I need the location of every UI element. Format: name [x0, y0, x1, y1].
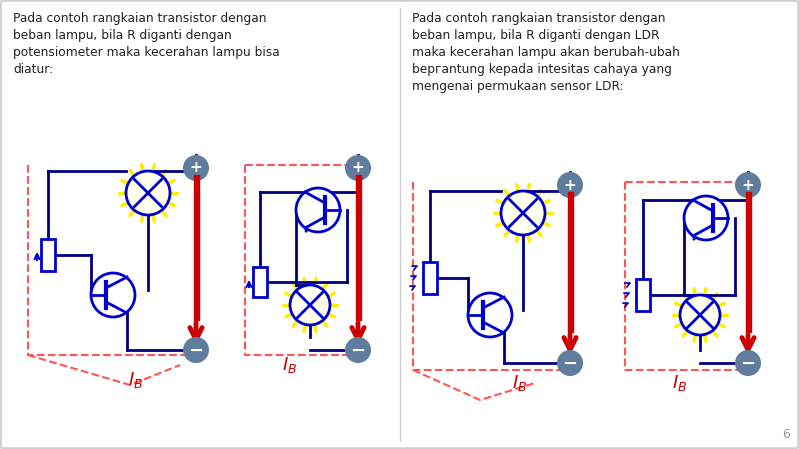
- Text: −: −: [189, 342, 204, 360]
- Text: $I_B$: $I_B$: [129, 370, 144, 390]
- Text: $I_B$: $I_B$: [512, 373, 527, 393]
- Circle shape: [468, 293, 512, 337]
- Circle shape: [684, 196, 728, 240]
- Text: $I_B$: $I_B$: [673, 373, 688, 393]
- Text: 6: 6: [782, 428, 790, 441]
- Bar: [253, 267, 267, 297]
- Circle shape: [501, 191, 545, 235]
- Text: −: −: [562, 355, 578, 373]
- Text: +: +: [352, 160, 364, 176]
- Text: $I_B$: $I_B$: [282, 355, 297, 375]
- Circle shape: [296, 188, 340, 232]
- Bar: [636, 279, 650, 311]
- Circle shape: [126, 171, 170, 215]
- Circle shape: [183, 155, 209, 181]
- Text: Pada contoh rangkaian transistor dengan
beban lampu, bila R diganti dengan
poten: Pada contoh rangkaian transistor dengan …: [13, 12, 280, 76]
- Text: +: +: [741, 177, 754, 193]
- Bar: [41, 239, 55, 271]
- Bar: [423, 262, 437, 294]
- Text: −: −: [351, 342, 366, 360]
- Circle shape: [557, 172, 583, 198]
- Circle shape: [680, 295, 720, 335]
- Circle shape: [183, 337, 209, 363]
- Circle shape: [345, 155, 371, 181]
- Text: +: +: [189, 160, 202, 176]
- Circle shape: [735, 350, 761, 376]
- Circle shape: [735, 172, 761, 198]
- Text: +: +: [563, 177, 576, 193]
- Circle shape: [290, 285, 330, 325]
- Circle shape: [345, 337, 371, 363]
- Text: −: −: [741, 355, 756, 373]
- Circle shape: [557, 350, 583, 376]
- Circle shape: [91, 273, 135, 317]
- Text: Pada contoh rangkaian transistor dengan
beban lampu, bila R diganti dengan LDR
m: Pada contoh rangkaian transistor dengan …: [412, 12, 680, 93]
